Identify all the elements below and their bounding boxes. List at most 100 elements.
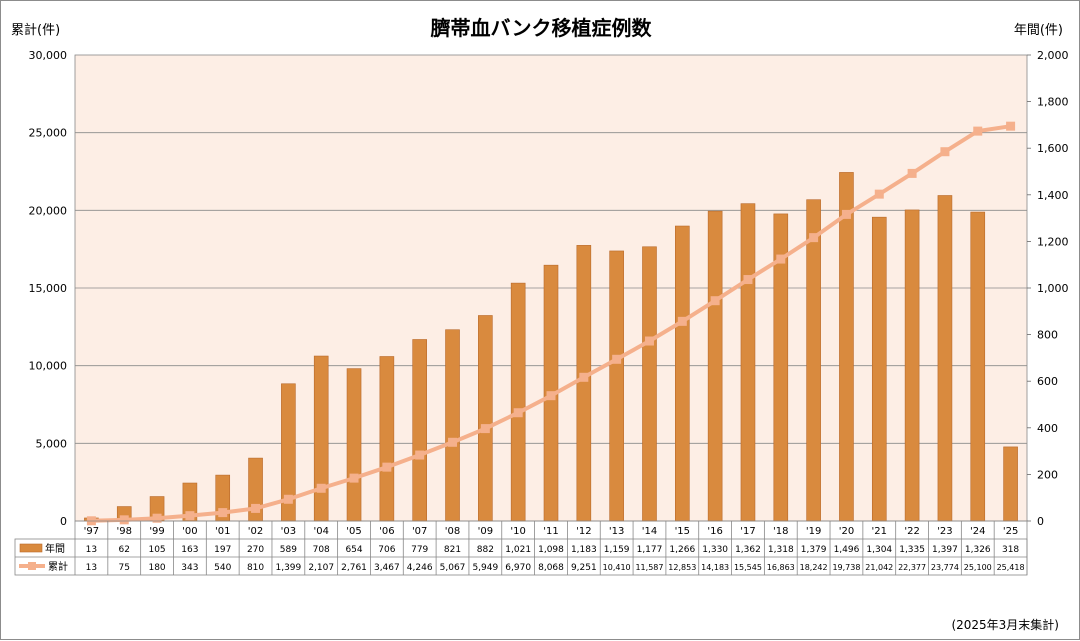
right-tick-label: 400 [1037,422,1058,435]
line-point-cumulative [612,354,622,364]
x-tick-label: '13 [609,526,624,537]
table-cell-cumulative: 2,107 [308,563,334,573]
table-cell-cumulative: 11,587 [635,563,663,572]
table-cell-annual: 105 [148,545,165,555]
line-point-cumulative [218,508,228,518]
table-cell-cumulative: 15,545 [734,563,762,572]
footnote: (2025年3月末集計) [951,617,1059,632]
line-point-cumulative [809,233,819,243]
table-cell-annual: 654 [345,545,362,555]
line-point-cumulative [710,296,720,306]
table-cell-annual: 1,098 [538,545,564,555]
table-cell-annual: 1,335 [899,545,925,555]
left-tick-label: 10,000 [29,360,68,373]
bar-annual [576,245,592,522]
table-cell-annual: 1,318 [768,545,794,555]
right-tick-label: 600 [1037,375,1058,388]
x-tick-label: '25 [1003,526,1018,537]
bar-annual [707,210,723,522]
line-point-cumulative [119,515,129,525]
line-point-cumulative [776,254,786,264]
x-tick-label: '05 [346,526,361,537]
table-cell-cumulative: 23,774 [931,563,959,572]
line-point-cumulative [185,511,195,521]
x-tick-label: '97 [84,526,99,537]
x-tick-label: '98 [116,526,131,537]
bar-annual [642,246,657,522]
table-cell-annual: 13 [86,545,97,555]
x-tick-label: '21 [872,526,887,537]
right-tick-label: 1,800 [1037,96,1069,109]
table-cell-cumulative: 343 [181,563,198,573]
table-cell-annual: 1,304 [866,545,892,555]
table-cell-cumulative: 4,246 [407,563,433,573]
x-tick-label: '18 [773,526,788,537]
line-point-cumulative [907,168,917,178]
x-tick-label: '24 [970,526,985,537]
bar-annual [379,356,395,522]
right-tick-label: 200 [1037,468,1058,481]
legend-label-annual: 年間 [45,542,65,555]
x-tick-label: '23 [937,526,952,537]
right-tick-label: 1,600 [1037,142,1069,155]
table-cell-cumulative: 19,738 [832,563,860,572]
bar-annual [937,195,953,522]
bar-annual [1003,446,1018,522]
x-tick-label: '11 [543,526,558,537]
line-point-cumulative [349,473,359,483]
line-point-cumulative [841,209,851,219]
x-tick-label: '08 [445,526,460,537]
table-cell-annual: 1,326 [965,545,991,555]
line-point-cumulative [644,336,654,346]
table-cell-annual: 1,397 [932,545,958,555]
table-cell-annual: 163 [181,545,198,555]
table-cell-cumulative: 8,068 [538,563,564,573]
bar-annual [445,329,460,522]
table-cell-cumulative: 10,410 [603,563,631,572]
table-cell-cumulative: 9,251 [571,563,597,573]
legend-key-annual [19,543,43,553]
table-cell-annual: 821 [444,545,461,555]
x-tick-label: '01 [215,526,230,537]
line-point-cumulative [283,494,293,504]
table-cell-annual: 1,021 [505,545,531,555]
right-tick-label: 1,000 [1037,282,1069,295]
table-cell-annual: 62 [119,545,130,555]
left-tick-label: 25,000 [29,127,68,140]
table-cell-cumulative: 5,949 [472,563,498,573]
x-tick-label: '06 [379,526,394,537]
bar-annual [675,225,690,522]
line-point-cumulative [513,408,523,418]
table-cell-annual: 318 [1002,545,1019,555]
right-tick-label: 1,400 [1037,189,1069,202]
table-cell-annual: 1,177 [637,545,663,555]
table-cell-cumulative: 810 [247,563,264,573]
line-point-cumulative [415,450,425,460]
x-tick-label: '12 [576,526,591,537]
bar-annual [806,199,821,522]
x-tick-label: '00 [182,526,197,537]
bar-annual [904,209,920,522]
x-tick-label: '03 [281,526,296,537]
table-cell-cumulative: 13 [86,563,97,573]
line-point-cumulative [316,483,326,493]
legend-marker-cumulative [28,562,36,570]
left-axis-label: 累計(件) [11,22,60,38]
bar-annual [510,282,526,522]
table-cell-cumulative: 5,067 [440,563,466,573]
right-axis-label: 年間(件) [1014,23,1063,38]
bar-annual [346,368,362,522]
x-tick-label: '02 [248,526,263,537]
x-tick-label: '20 [839,526,854,537]
line-point-cumulative [382,462,392,472]
line-point-cumulative [480,424,490,434]
line-point-cumulative [251,503,261,513]
chart-title: 臍帯血バンク移植症例数 [431,16,653,40]
table-cell-cumulative: 14,183 [701,563,729,572]
table-cell-cumulative: 75 [119,563,130,573]
table-cell-cumulative: 25,418 [997,563,1025,572]
table-cell-annual: 706 [378,545,395,555]
line-point-cumulative [152,513,162,523]
table-cell-annual: 1,159 [604,545,630,555]
bar-annual [609,250,624,522]
